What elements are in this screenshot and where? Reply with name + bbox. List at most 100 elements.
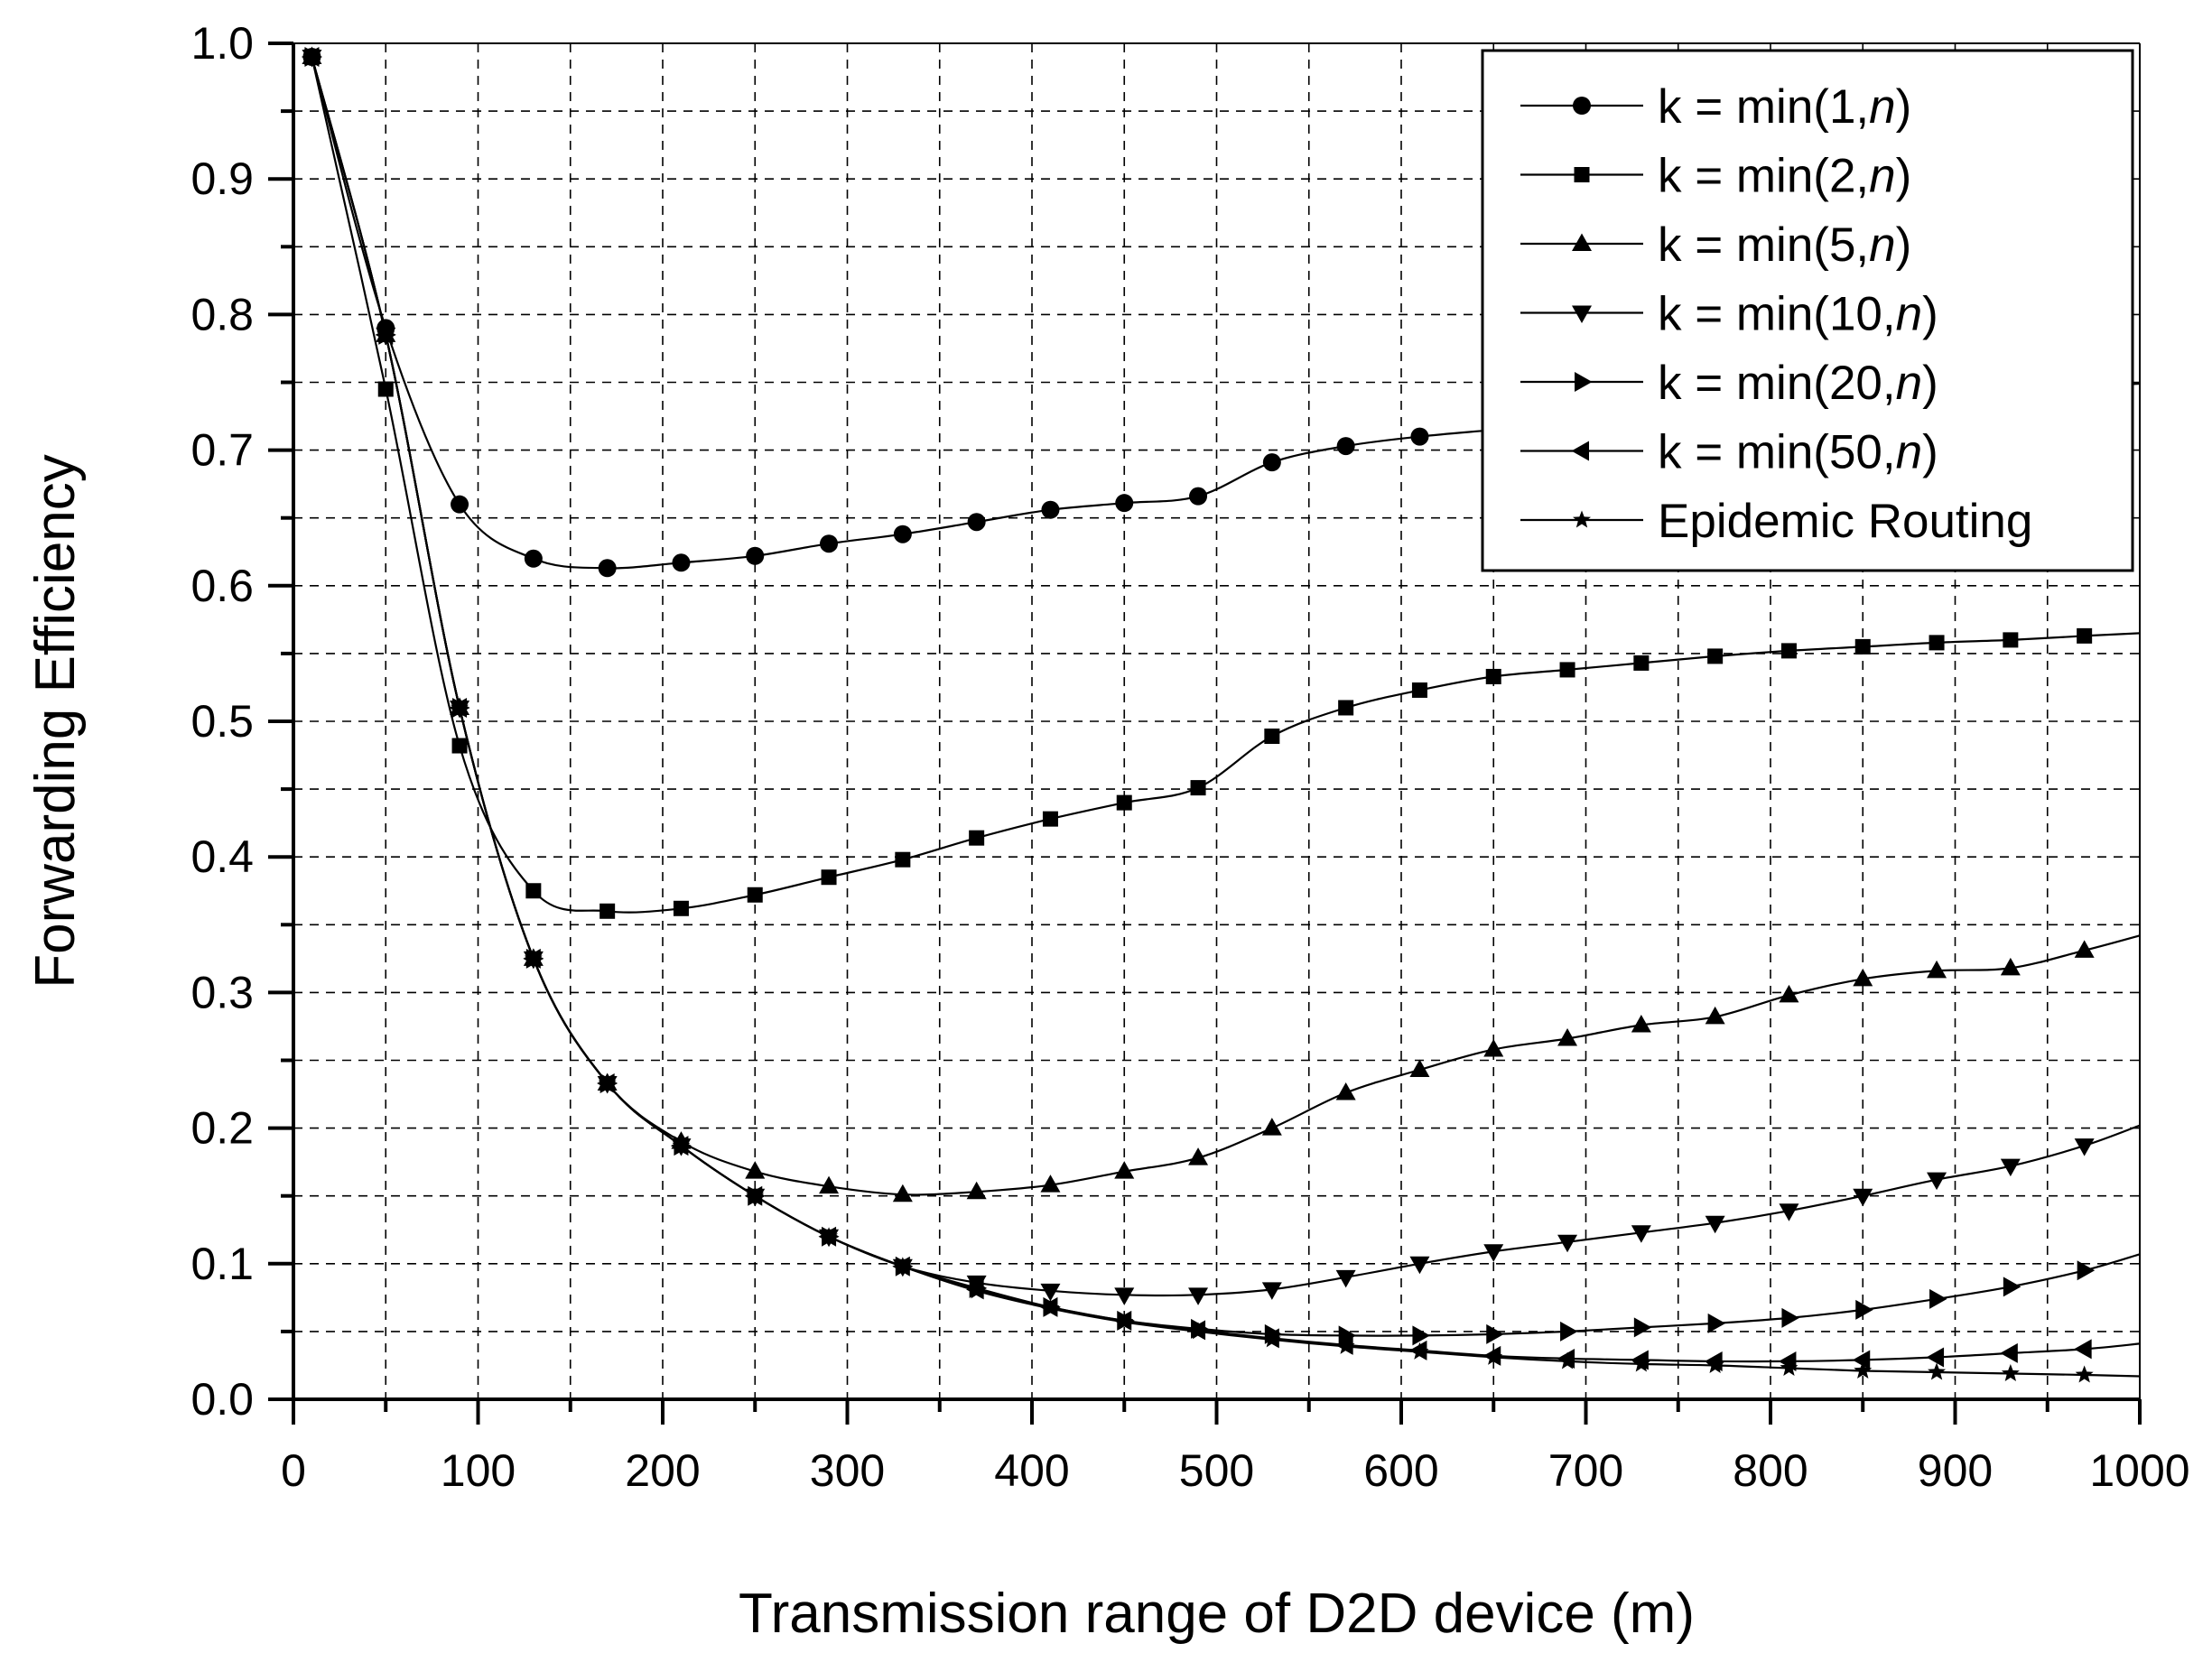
data-point-series-7 [1780, 1358, 1798, 1376]
data-point-series-1 [451, 495, 469, 514]
legend-marker [1571, 441, 1589, 461]
data-point-series-7 [451, 698, 469, 716]
data-point-series-5 [1338, 1325, 1357, 1346]
data-point-series-2 [895, 851, 911, 868]
data-point-series-2 [1116, 794, 1132, 811]
data-point-series-6 [1852, 1350, 1871, 1370]
x-tick-label: 100 [441, 1445, 516, 1496]
y-tick-label: 0.5 [191, 696, 254, 747]
data-point-series-7 [1558, 1351, 1577, 1370]
data-point-series-3 [1335, 1082, 1356, 1100]
data-point-series-2 [673, 900, 689, 916]
data-point-series-5 [1781, 1307, 1799, 1328]
y-tick-label: 0.6 [191, 561, 254, 611]
data-point-series-1 [746, 546, 765, 565]
data-point-series-3 [1409, 1059, 1430, 1078]
y-tick-label: 0.3 [191, 967, 254, 1017]
x-tick-label: 600 [1363, 1445, 1438, 1496]
data-point-series-1 [820, 534, 839, 553]
y-tick-label: 0.7 [191, 425, 254, 476]
legend-label: Epidemic Routing [1658, 495, 2032, 548]
data-point-series-5 [1412, 1325, 1430, 1346]
data-point-series-2 [1854, 638, 1871, 655]
data-point-series-7 [967, 1281, 986, 1299]
data-point-series-2 [2003, 632, 2019, 648]
legend-marker [1573, 97, 1591, 115]
data-point-series-5 [1855, 1299, 1873, 1320]
y-tick-label: 0.0 [191, 1374, 254, 1425]
data-point-series-3 [1779, 984, 1799, 1003]
legend-marker [1572, 233, 1592, 251]
data-point-series-7 [1410, 1342, 1429, 1360]
data-point-series-4 [1335, 1269, 1356, 1288]
data-point-series-7 [2075, 1365, 2094, 1383]
data-point-series-7 [1041, 1298, 1060, 1316]
legend-marker [1572, 305, 1592, 323]
data-point-series-2 [1338, 700, 1354, 716]
legend-marker [1573, 510, 1591, 528]
data-point-series-3 [1705, 1006, 1725, 1025]
data-point-series-1 [1041, 500, 1060, 519]
y-axis-title: Forwarding Efficiency [24, 454, 87, 989]
data-point-series-1 [1115, 494, 1134, 513]
series-line-2 [311, 56, 2141, 914]
y-tick-label: 0.1 [191, 1239, 254, 1289]
data-point-series-4 [1040, 1283, 1061, 1302]
data-point-series-2 [525, 883, 542, 899]
x-tick-label: 700 [1548, 1445, 1623, 1496]
legend-label: k = min(50,n) [1658, 426, 1938, 479]
data-point-series-3 [1114, 1161, 1135, 1179]
data-point-series-2 [1411, 682, 1427, 698]
data-point-series-6 [1926, 1347, 1945, 1368]
data-point-series-2 [1929, 635, 1945, 651]
data-point-series-2 [1485, 668, 1501, 684]
data-point-series-4 [1927, 1172, 1947, 1191]
data-point-series-2 [1633, 655, 1650, 671]
data-point-series-4 [1779, 1203, 1799, 1221]
x-tick-label: 400 [994, 1445, 1069, 1496]
data-point-series-7 [2001, 1363, 2020, 1381]
data-point-series-4 [1483, 1244, 1504, 1262]
data-point-series-5 [1560, 1321, 1578, 1342]
data-point-series-3 [1631, 1014, 1651, 1033]
legend-box [1481, 49, 2134, 572]
data-point-series-7 [1189, 1322, 1208, 1340]
data-point-series-2 [1780, 643, 1797, 659]
tick-labels: 0 100 200 300 400 500 600 700 800 900 1000 0.0 0.1 0.… [191, 18, 2189, 1496]
data-point-series-2 [821, 869, 837, 886]
data-point-series-7 [376, 325, 395, 343]
data-point-series-7 [893, 1257, 912, 1275]
data-point-series-5 [2003, 1277, 2021, 1297]
data-point-series-7 [598, 1073, 617, 1091]
data-point-series-3 [1853, 968, 1873, 987]
data-point-series-3 [892, 1184, 913, 1202]
data-point-series-4 [1557, 1234, 1578, 1253]
legend-label: k = min(1,n) [1658, 80, 1911, 134]
data-point-series-3 [966, 1181, 987, 1200]
data-point-series-2 [2077, 627, 2093, 644]
data-point-series-3 [1483, 1038, 1504, 1057]
data-point-series-2 [1042, 811, 1058, 827]
data-point-series-3 [2074, 940, 2095, 958]
legend-label: k = min(5,n) [1658, 218, 1911, 272]
data-point-series-2 [1707, 648, 1724, 664]
data-point-series-3 [819, 1175, 840, 1194]
data-point-series-4 [2000, 1158, 2021, 1177]
data-point-series-6 [2074, 1339, 2092, 1360]
data-point-series-6 [2000, 1342, 2018, 1363]
legend-label: k = min(10,n) [1658, 288, 1938, 341]
data-point-series-5 [1707, 1313, 1726, 1333]
x-tick-label: 500 [1179, 1445, 1254, 1496]
x-tick-label: 200 [625, 1445, 700, 1496]
data-point-series-7 [1262, 1330, 1281, 1348]
data-point-series-2 [377, 381, 394, 397]
data-point-series-3 [1927, 960, 1947, 979]
data-point-series-3 [1261, 1118, 1282, 1136]
data-point-series-7 [1705, 1355, 1724, 1373]
legend: k = min(1,n) k = min(2,n) k = min(5,n) k = … [1481, 49, 2134, 572]
data-point-series-2 [1559, 662, 1575, 678]
legend-label: k = min(20,n) [1658, 357, 1938, 410]
x-tick-label: 1000 [2089, 1445, 2189, 1496]
data-point-series-4 [1261, 1282, 1282, 1300]
